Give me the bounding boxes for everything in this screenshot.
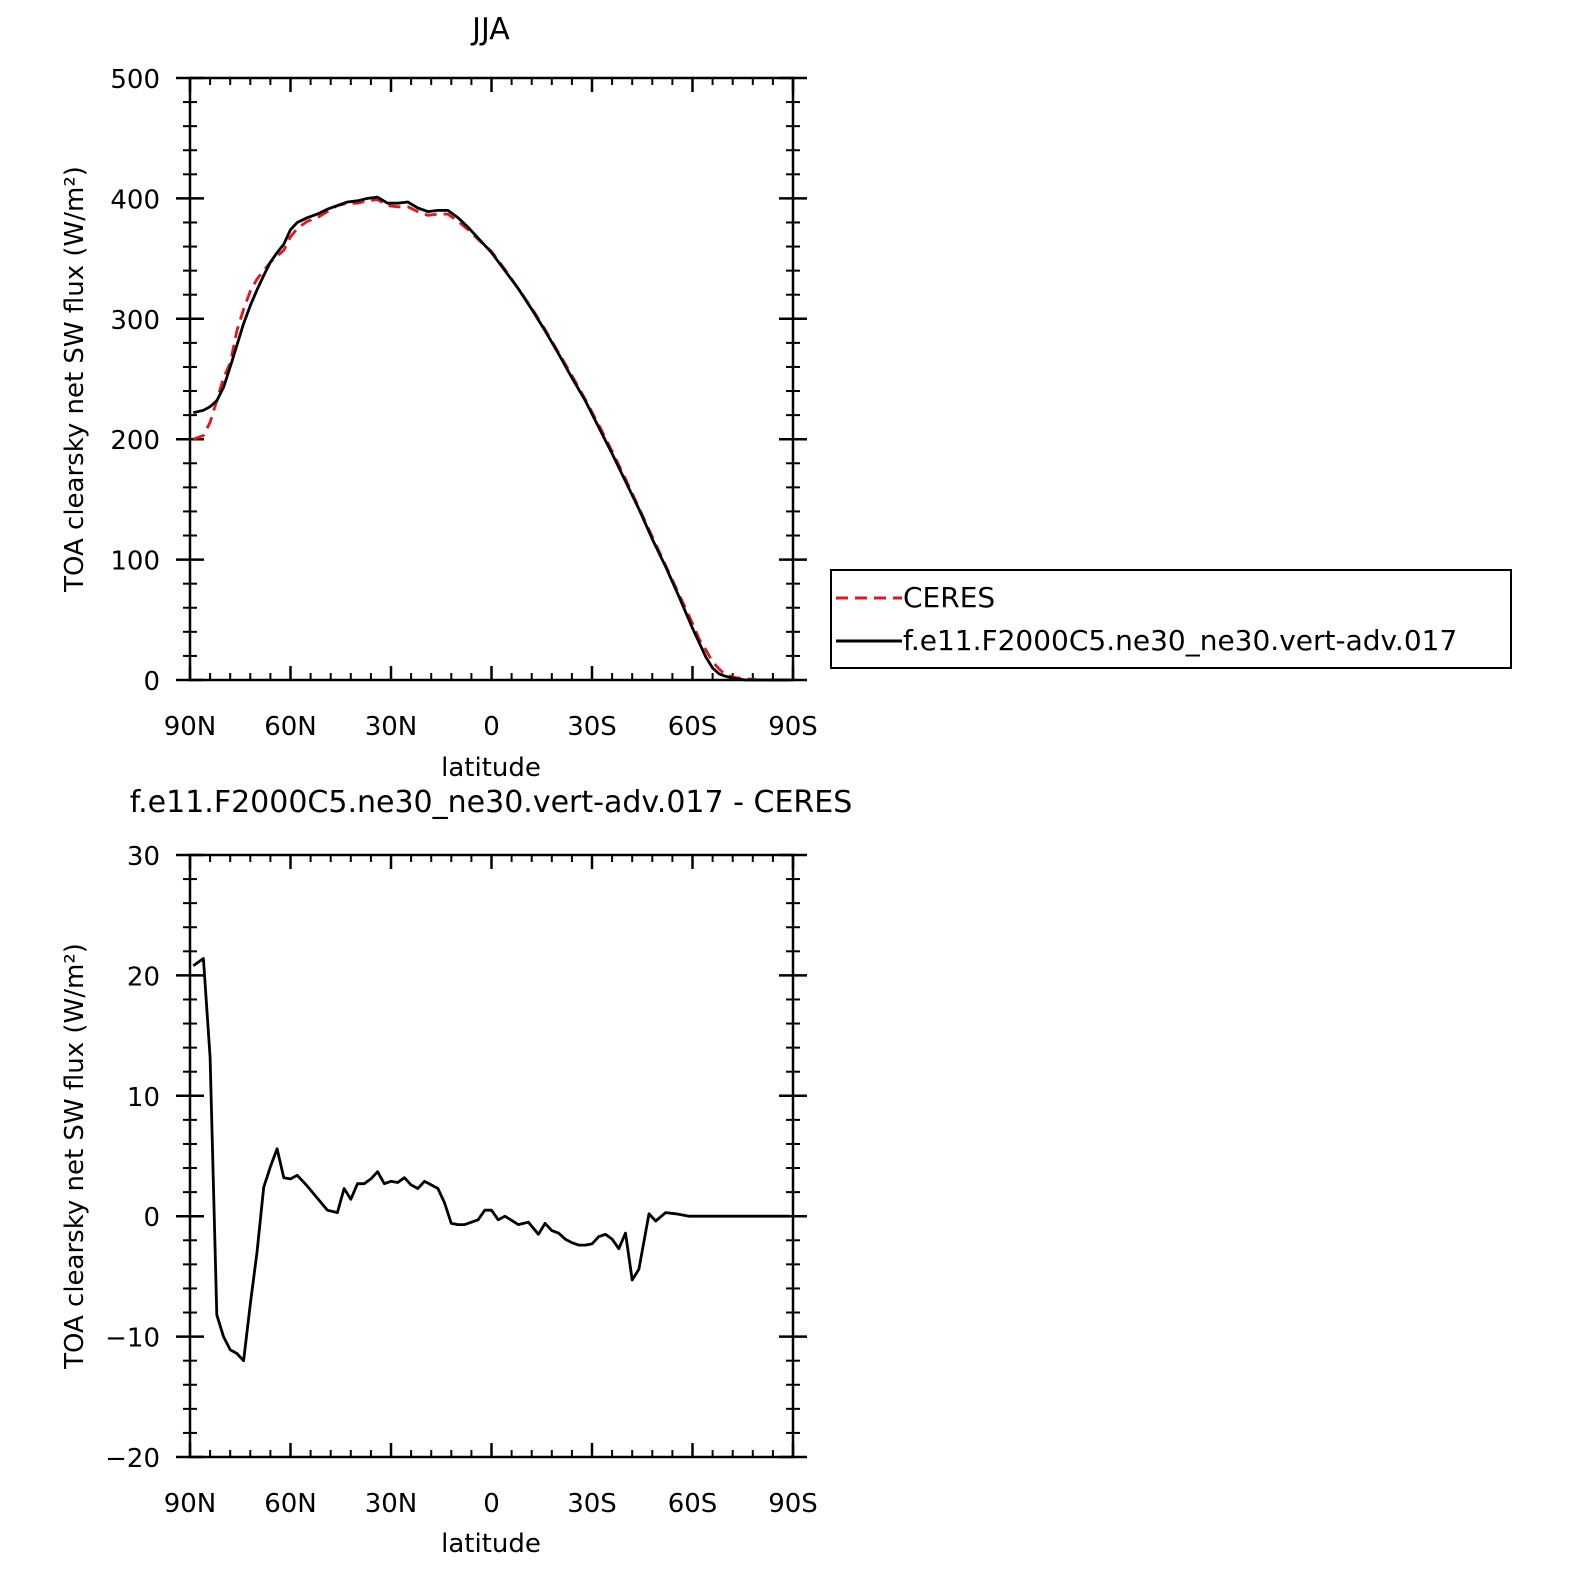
chart-top-series: [192, 195, 790, 682]
chart-bottom-series: [192, 957, 790, 1363]
chart-bottom-tick-labels: 90N 60N 30N 0 30S 60S 90S −20 −10 0 10 20 30: [105, 842, 818, 1519]
chart-bottom-x-tick-label: 0: [483, 1489, 500, 1519]
chart-top-x-tick-label: 30N: [365, 712, 418, 742]
chart-top-x-tick-label: 60N: [264, 712, 317, 742]
chart-bottom: f.e11.F2000C5.ne30_ne30.vert-adv.017 - C…: [60, 785, 852, 1559]
legend-label-model: f.e11.F2000C5.ne30_ne30.vert-adv.017: [903, 624, 1457, 657]
legend-label-ceres: CERES: [903, 581, 995, 614]
chart-bottom-series-line-1: [192, 957, 790, 1363]
chart-top-y-tick-label: 200: [110, 426, 160, 456]
chart-top-title: JJA: [470, 12, 510, 47]
chart-bottom-ylabel: TOA clearsky net SW flux (W/m²): [60, 943, 90, 1370]
chart-top-frame: [188, 76, 795, 682]
chart-bottom-x-tick-label: 60S: [668, 1489, 718, 1519]
chart-bottom-ticks: [176, 853, 807, 1459]
chart-bottom-y-tick-label: 0: [143, 1203, 160, 1233]
chart-top-y-tick-label: 300: [110, 306, 160, 336]
chart-top-series-line-2: [192, 195, 790, 682]
chart-top: JJA TOA clearsky net SW flux (W/m²) lati…: [60, 12, 818, 783]
chart-top-x-tick-label: 60S: [668, 712, 718, 742]
chart-bottom-y-tick-label: −20: [105, 1444, 160, 1474]
chart-top-x-tick-label: 0: [483, 712, 500, 742]
legend: CERES f.e11.F2000C5.ne30_ne30.vert-adv.0…: [830, 569, 1512, 669]
chart-top-ylabel: TOA clearsky net SW flux (W/m²): [60, 166, 90, 593]
chart-bottom-x-tick-label: 90S: [768, 1489, 818, 1519]
chart-bottom-x-tick-label: 60N: [264, 1489, 317, 1519]
chart-top-xlabel: latitude: [441, 753, 541, 783]
chart-bottom-y-tick-label: −10: [105, 1324, 160, 1354]
chart-top-y-tick-label: 0: [143, 667, 160, 697]
chart-bottom-title: f.e11.F2000C5.ne30_ne30.vert-adv.017 - C…: [130, 785, 853, 820]
chart-bottom-y-tick-label: 10: [127, 1083, 160, 1113]
chart-top-y-tick-label: 100: [110, 547, 160, 577]
chart-bottom-xlabel: latitude: [441, 1529, 541, 1559]
chart-top-y-tick-label: 500: [110, 65, 160, 95]
chart-top-x-tick-label: 90S: [768, 712, 818, 742]
chart-top-tick-labels: 90N 60N 30N 0 30S 60S 90S 0 100 200 300 400 500: [110, 65, 817, 742]
chart-bottom-y-tick-label: 30: [127, 842, 160, 872]
chart-bottom-x-tick-label: 30N: [365, 1489, 418, 1519]
chart-top-x-tick-label: 90N: [164, 712, 217, 742]
chart-top-ticks: [176, 76, 807, 682]
chart-bottom-frame: [188, 853, 795, 1459]
chart-bottom-y-tick-label: 20: [127, 962, 160, 992]
chart-bottom-x-tick-label: 90N: [164, 1489, 217, 1519]
chart-top-y-tick-label: 400: [110, 185, 160, 215]
chart-top-x-tick-label: 30S: [567, 712, 617, 742]
chart-top-series-line-1: [192, 198, 790, 682]
legend-box: [830, 569, 1512, 669]
chart-bottom-x-tick-label: 30S: [567, 1489, 617, 1519]
